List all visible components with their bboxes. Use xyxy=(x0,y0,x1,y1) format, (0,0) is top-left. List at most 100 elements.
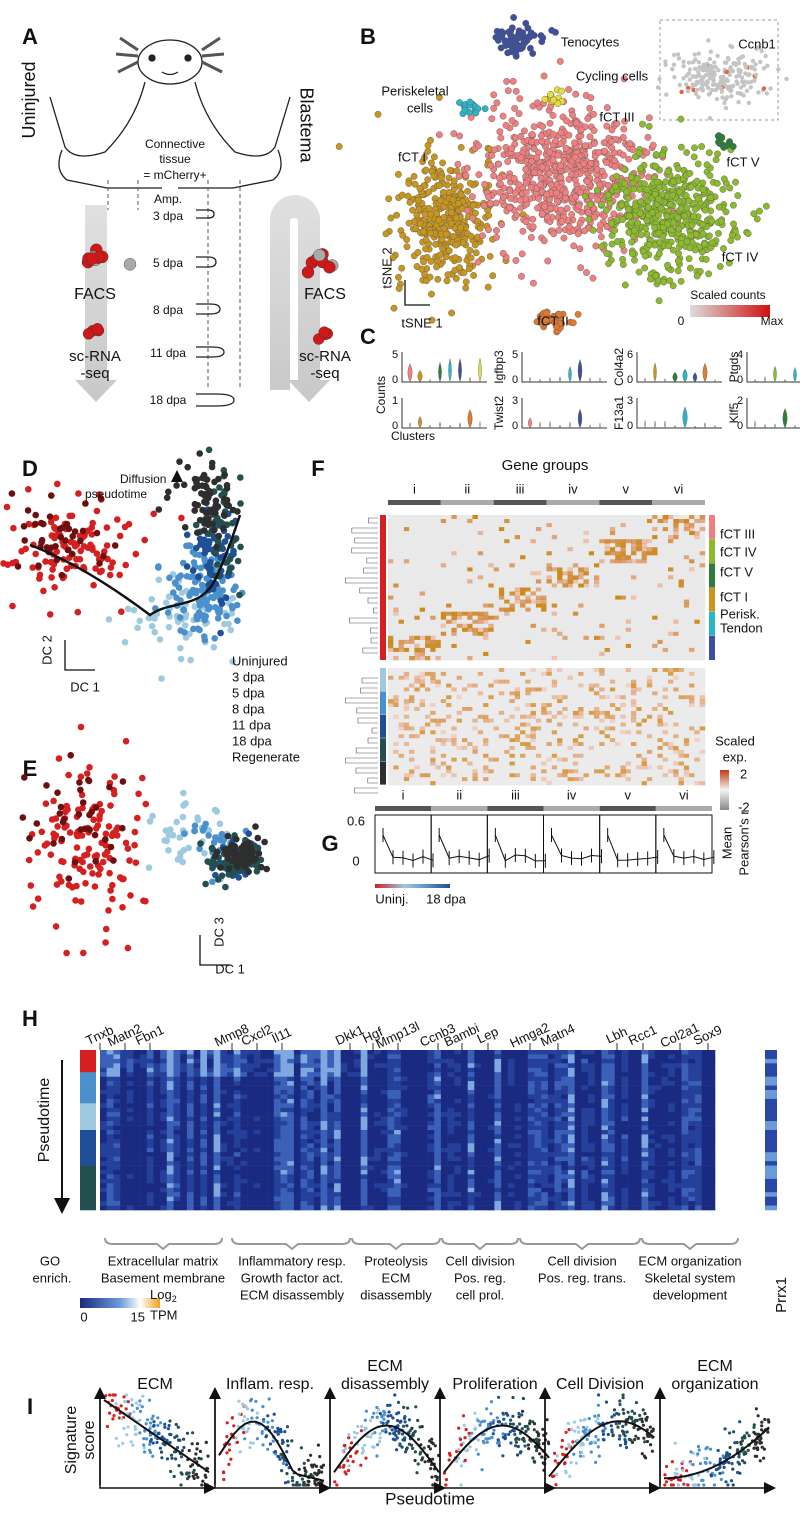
cell-dot xyxy=(700,186,706,192)
heat-cell xyxy=(557,636,563,640)
cell-dot xyxy=(523,166,529,172)
heat-cell xyxy=(647,628,653,632)
heat-cell xyxy=(414,624,420,628)
heat-cell xyxy=(694,559,700,563)
cell-dot xyxy=(48,851,55,858)
heat-cell xyxy=(420,539,426,543)
cell-dot xyxy=(628,219,634,225)
heat-cell xyxy=(488,523,494,527)
cell-dot xyxy=(730,202,736,208)
heat-cell xyxy=(679,600,685,604)
heat-cell xyxy=(552,644,558,648)
heat-cell xyxy=(636,519,642,523)
cell-dot xyxy=(590,227,596,233)
heat-cell xyxy=(393,628,399,632)
heat-cell xyxy=(584,600,590,604)
heat-cell xyxy=(557,608,563,612)
heat-cell xyxy=(700,535,706,539)
cell-dot xyxy=(701,68,705,72)
heat-cell xyxy=(594,527,600,531)
heat-cell xyxy=(531,608,537,612)
heat-cell xyxy=(599,579,605,583)
heat-cell xyxy=(430,600,436,604)
heat-cell xyxy=(409,608,415,612)
cell-dot xyxy=(598,234,604,240)
heat-cell xyxy=(388,640,394,644)
heat-cell xyxy=(636,620,642,624)
heat-cell xyxy=(673,547,679,551)
heat-cell xyxy=(525,519,531,523)
heat-cell xyxy=(599,563,605,567)
heat-cell xyxy=(663,628,669,632)
heat-cell xyxy=(642,624,648,628)
heat-cell xyxy=(520,531,526,535)
heat-cell xyxy=(562,579,568,583)
heat-cell xyxy=(531,555,537,559)
heat-cell xyxy=(494,559,500,563)
heat-cell xyxy=(414,555,420,559)
heat-cell xyxy=(531,592,537,596)
heat-cell xyxy=(483,563,489,567)
heat-cell xyxy=(510,559,516,563)
heat-cell xyxy=(414,519,420,523)
heat-cell xyxy=(441,588,447,592)
heat-cell xyxy=(510,519,516,523)
heat-cell xyxy=(510,563,516,567)
heat-cell xyxy=(658,575,664,579)
cell-dot xyxy=(509,117,515,123)
heat-cell xyxy=(700,555,706,559)
heat-cell xyxy=(541,527,547,531)
cell-dot xyxy=(147,818,154,825)
heat-cell xyxy=(488,608,494,612)
cell-dot xyxy=(544,191,550,197)
heat-cell xyxy=(504,523,510,527)
heat-cell xyxy=(599,543,605,547)
heat-cell xyxy=(473,628,479,632)
cell-dot xyxy=(443,231,449,237)
cell-dot xyxy=(461,270,467,276)
heat-cell xyxy=(494,592,500,596)
cell-dot xyxy=(127,892,134,899)
cell-dot xyxy=(237,544,244,551)
heat-cell xyxy=(399,531,405,535)
heat-cell xyxy=(520,616,526,620)
cell-dot xyxy=(323,261,335,273)
cell-dot xyxy=(626,156,632,162)
cell-dot xyxy=(116,572,123,579)
heat-cell xyxy=(478,547,484,551)
heat-cell xyxy=(547,563,553,567)
heat-cell xyxy=(663,620,669,624)
heat-cell xyxy=(404,644,410,648)
heat-cell xyxy=(594,571,600,575)
cell-dot xyxy=(178,515,185,522)
heat-cell xyxy=(393,600,399,604)
heat-cell xyxy=(525,592,531,596)
heat-cell xyxy=(515,539,521,543)
cell-dot xyxy=(678,144,684,150)
heat-cell xyxy=(478,596,484,600)
cell-dot xyxy=(653,151,659,157)
heat-cell xyxy=(494,596,500,600)
heat-cell xyxy=(552,608,558,612)
cell-dot xyxy=(530,280,536,286)
heat-cell xyxy=(621,596,627,600)
cell-dot xyxy=(407,199,413,205)
heat-cell xyxy=(462,579,468,583)
panel-label: C xyxy=(360,324,376,349)
cell-dot xyxy=(32,551,39,558)
cell-dot xyxy=(625,195,631,201)
heat-cell xyxy=(557,559,563,563)
heat-cell xyxy=(420,632,426,636)
heat-cell xyxy=(457,616,463,620)
cell-dot xyxy=(521,128,527,134)
heat-cell xyxy=(473,547,479,551)
heat-cell xyxy=(547,624,553,628)
heat-cell xyxy=(547,596,553,600)
cell-dot xyxy=(619,256,625,262)
heat-cell xyxy=(568,559,574,563)
heat-cell xyxy=(636,604,642,608)
heat-cell xyxy=(568,579,574,583)
cell-dot xyxy=(232,843,239,850)
heat-cell xyxy=(663,584,669,588)
cell-dot xyxy=(764,54,768,58)
